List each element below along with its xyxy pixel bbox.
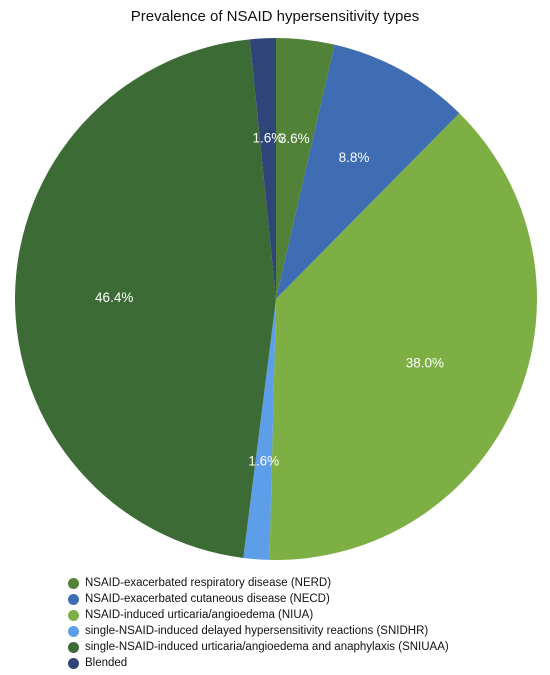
slice-label-1: 3.6%	[279, 131, 310, 146]
legend-item-1: NSAID-exacerbated respiratory disease (N…	[68, 575, 449, 591]
slice-label-2: 8.8%	[339, 150, 370, 165]
legend-item-3: NSAID-induced urticaria/angioedema (NIUA…	[68, 607, 449, 623]
slice-label-4: 1.6%	[248, 453, 279, 468]
legend-item-4: single-NSAID-induced delayed hypersensit…	[68, 623, 449, 639]
legend-item-6: Blended	[68, 655, 449, 671]
slice-label-5: 46.4%	[95, 290, 133, 305]
pie-slice-6	[249, 38, 276, 299]
pie-slices	[14, 38, 537, 560]
legend-item-5: single-NSAID-induced urticaria/angioedem…	[68, 639, 449, 655]
legend-swatch-3	[68, 609, 79, 621]
legend-swatch-1	[68, 577, 79, 589]
pie-slice-2	[276, 44, 460, 300]
legend-swatch-5	[68, 641, 79, 653]
pie-slice-3	[269, 113, 537, 560]
slice-label-6: 1.6%	[252, 130, 283, 145]
legend-label-6: Blended	[85, 657, 128, 669]
legend-label-4: single-NSAID-induced delayed hypersensit…	[85, 625, 429, 637]
legend-swatch-2	[68, 593, 79, 605]
chart-legend: NSAID-exacerbated respiratory disease (N…	[68, 575, 449, 671]
legend-swatch-6	[68, 657, 79, 669]
legend-label-2: NSAID-exacerbated cutaneous disease (NEC…	[85, 593, 330, 605]
pie-slice-5	[14, 39, 276, 558]
legend-item-2: NSAID-exacerbated cutaneous disease (NEC…	[68, 591, 449, 607]
legend-label-3: NSAID-induced urticaria/angioedema (NIUA…	[85, 609, 314, 621]
legend-swatch-4	[68, 625, 79, 637]
pie-slice-labels: 3.6% 8.8% 38.0% 1.6% 46.4% 1.6%	[95, 130, 444, 468]
legend-label-1: NSAID-exacerbated respiratory disease (N…	[85, 577, 332, 589]
legend-label-5: single-NSAID-induced urticaria/angioedem…	[85, 641, 449, 653]
pie-slice-4	[243, 299, 276, 560]
pie-slice-1	[276, 38, 335, 299]
slice-label-3: 38.0%	[406, 355, 444, 370]
chart-title: Prevalence of NSAID hypersensitivity typ…	[131, 8, 419, 25]
